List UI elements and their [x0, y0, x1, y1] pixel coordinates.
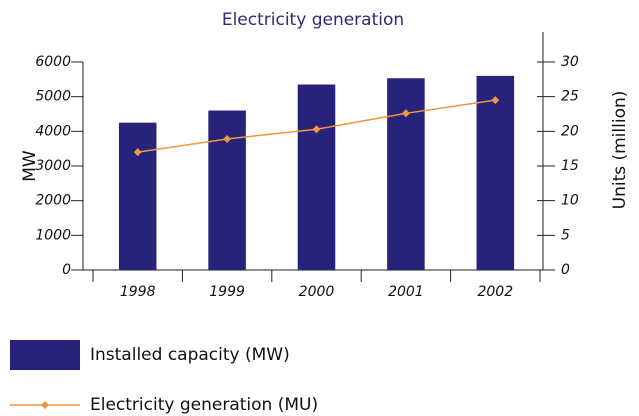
legend-label: Installed capacity (MW): [90, 345, 290, 365]
y-tick-label: 1000: [35, 227, 71, 243]
bar: [208, 110, 246, 271]
y-tick-label: 6000: [35, 54, 71, 70]
y-axis-label: MW: [20, 150, 40, 182]
y-tick-label: 0: [62, 262, 71, 278]
bar: [387, 78, 425, 270]
marker: [133, 148, 142, 157]
x-tick-label: 2000: [299, 284, 335, 300]
y2-tick-label: 20: [561, 123, 579, 139]
bar: [297, 84, 336, 271]
y2-tick-label: 25: [561, 89, 579, 105]
bar: [476, 75, 515, 270]
legend-marker: [41, 401, 49, 409]
y2-tick-label: 5: [561, 227, 570, 243]
y-tick-label: 5000: [35, 89, 71, 105]
legend-swatch: [10, 340, 80, 370]
marker: [312, 125, 321, 134]
chart-title: Electricity generation: [222, 10, 404, 30]
y-tick-label: 2000: [35, 193, 71, 209]
y2-tick-label: 30: [561, 54, 579, 70]
marker: [223, 134, 232, 143]
y-tick-label: 4000: [35, 123, 71, 139]
x-tick-label: 2001: [388, 284, 424, 300]
y2-axis-label: Units (million): [610, 91, 630, 210]
y-tick-label: 3000: [35, 158, 71, 174]
y2-tick-label: 10: [561, 193, 579, 209]
x-tick-label: 1998: [120, 284, 156, 300]
y2-tick-label: 15: [561, 158, 579, 174]
x-tick-label: 1999: [209, 284, 245, 300]
bar: [118, 122, 157, 271]
x-tick-label: 2002: [477, 284, 513, 300]
marker: [491, 96, 500, 105]
marker: [401, 109, 410, 118]
legend-label: Electricity generation (MU): [90, 395, 318, 415]
y2-tick-label: 0: [561, 262, 570, 278]
